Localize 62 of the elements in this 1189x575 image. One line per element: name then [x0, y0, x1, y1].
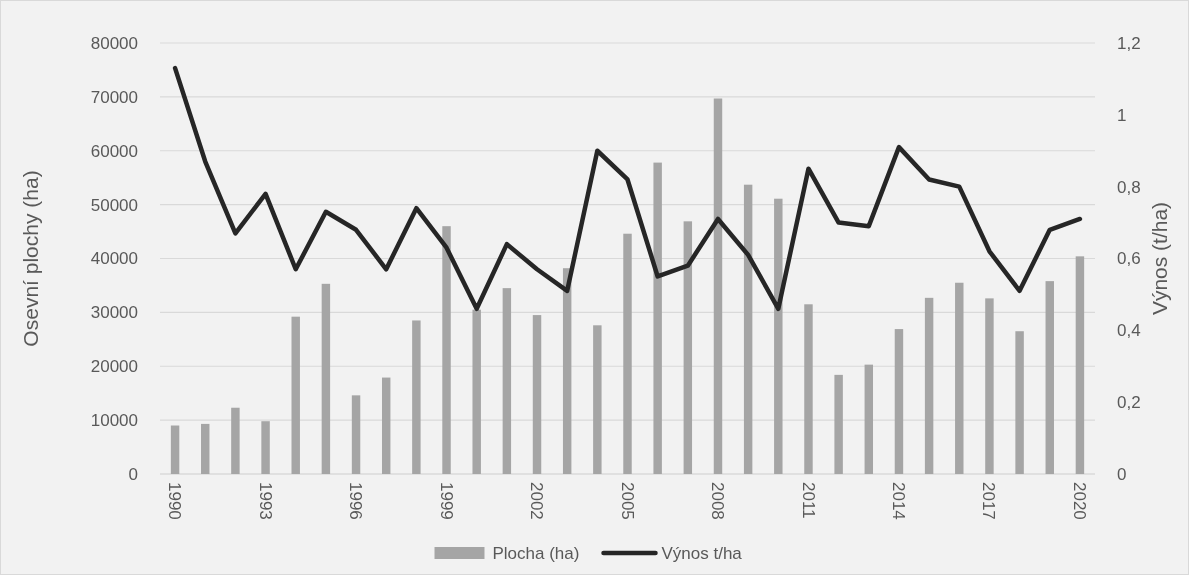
y-tick-label: 40000 [90, 249, 138, 269]
line-series [172, 65, 1083, 312]
y-tick-label: 50000 [90, 195, 138, 215]
legend-label: Výnos t/ha [661, 543, 743, 563]
x-tick-label: 2017 [979, 482, 999, 520]
y-tick-label: 0 [128, 464, 138, 484]
bar [713, 98, 723, 474]
bar [1075, 256, 1085, 474]
x-tick-label: 1996 [346, 482, 366, 520]
bar [894, 329, 904, 474]
y-tick-label: 30000 [90, 303, 138, 323]
bar [924, 297, 934, 474]
bar [804, 304, 813, 474]
bar [502, 288, 512, 474]
bar [532, 315, 542, 474]
x-tick-label: 1990 [165, 482, 185, 520]
bar [201, 423, 210, 474]
bar [412, 320, 421, 474]
y-tick-label: 10000 [90, 411, 138, 431]
x-tick-label: 1993 [255, 482, 275, 520]
bar [743, 184, 753, 474]
bar [170, 425, 180, 474]
y2-tick-label: 0,8 [1117, 177, 1141, 197]
y-axis-title: Osevní plochy (ha) [19, 170, 42, 347]
bar [442, 226, 451, 474]
bar [683, 221, 693, 474]
bar [231, 407, 240, 474]
bar [834, 374, 843, 474]
bar [381, 377, 391, 474]
bar [955, 282, 964, 474]
x-tick-label: 2005 [617, 482, 637, 520]
bar [291, 316, 300, 474]
y-tick-label: 70000 [90, 87, 138, 107]
x-tick-label: 2014 [889, 482, 908, 520]
x-tick-label: 2008 [708, 482, 728, 520]
y2-axis-title: Výnos (t/ha) [1148, 201, 1171, 316]
y-tick-label: 60000 [90, 141, 138, 161]
y2-tick-label: 0 [1117, 464, 1127, 484]
bar [261, 421, 270, 474]
bar [774, 198, 783, 474]
x-tick-label: 1999 [436, 482, 456, 520]
bar [472, 309, 481, 474]
y2-tick-label: 1,2 [1117, 33, 1141, 53]
y2-tick-label: 0,2 [1117, 393, 1141, 413]
bar [864, 364, 874, 474]
y2-tick-label: 0,4 [1117, 321, 1141, 341]
x-tick-label: 2011 [798, 482, 818, 519]
bar [1015, 331, 1024, 474]
bar [321, 283, 331, 474]
bar [1045, 281, 1054, 474]
y-tick-label: 80000 [90, 33, 138, 53]
x-tick-label: 2020 [1069, 482, 1089, 520]
legend-label: Plocha (ha) [492, 543, 580, 563]
bar [985, 298, 994, 474]
bar [593, 325, 602, 474]
x-tick-label: 2002 [527, 482, 547, 520]
y2-tick-label: 1 [1117, 105, 1127, 125]
bar [351, 395, 361, 474]
bar [623, 233, 632, 474]
y2-tick-label: 0,6 [1117, 249, 1141, 269]
bar [653, 162, 662, 474]
y-tick-label: 20000 [90, 357, 138, 377]
